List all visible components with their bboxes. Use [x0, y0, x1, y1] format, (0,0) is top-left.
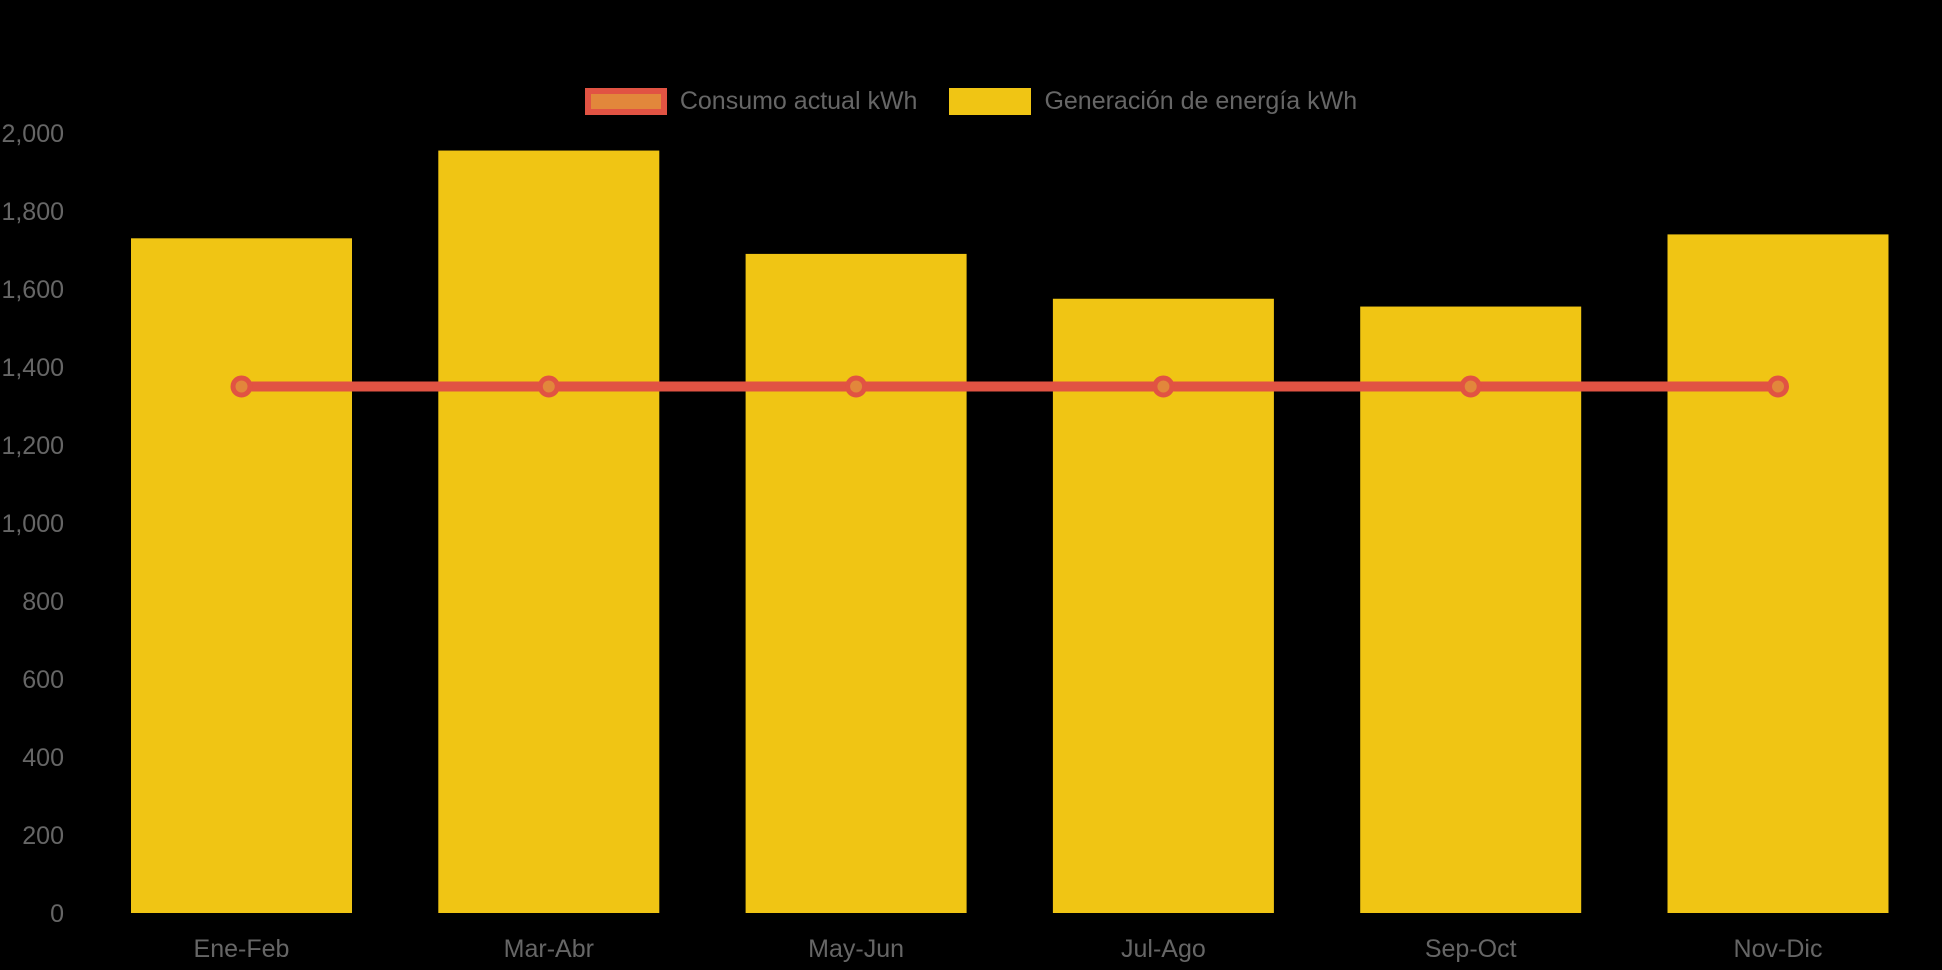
line-marker[interactable] [1152, 375, 1175, 398]
legend-label-generacion: Generación de energía kWh [1044, 87, 1358, 115]
x-axis-tick-label: Mar-Abr [504, 935, 594, 963]
y-axis-tick-label: 1,200 [1, 432, 64, 460]
legend-item-consumo[interactable]: Consumo actual kWh [584, 87, 918, 115]
line-marker[interactable] [1767, 375, 1789, 398]
generation-bar[interactable] [131, 238, 352, 914]
x-axis-tick-label: Ene-Feb [194, 935, 290, 963]
x-axis-tick-label: Nov-Dic [1734, 935, 1823, 963]
generation-bar[interactable] [1667, 234, 1889, 913]
generation-bar[interactable] [1052, 298, 1274, 913]
y-axis-tick-label: 1,800 [1, 198, 64, 226]
line-marker[interactable] [1459, 375, 1482, 398]
legend-item-generacion[interactable]: Generación de energía kWh [949, 88, 1357, 115]
x-axis-tick-label: May-Jun [808, 935, 904, 963]
line-marker[interactable] [845, 375, 868, 398]
generation-bar[interactable] [745, 253, 967, 913]
y-axis-tick-label: 1,000 [1, 510, 64, 538]
generation-bar[interactable] [438, 150, 660, 914]
y-axis-tick-label: 1,600 [1, 276, 64, 304]
line-marker[interactable] [230, 375, 253, 398]
chart-legend: Consumo actual kWh Generación de energía… [0, 88, 1942, 115]
y-axis-tick-label: 800 [22, 588, 64, 616]
generacion-swatch-icon [949, 88, 1032, 115]
y-axis-tick-label: 1,400 [1, 354, 64, 382]
line-marker[interactable] [537, 375, 560, 398]
generation-bar[interactable] [1360, 306, 1582, 913]
y-axis-tick-label: 200 [22, 822, 64, 850]
consumo-swatch-icon [584, 88, 667, 115]
y-axis-tick-label: 0 [50, 900, 64, 928]
y-axis-tick-label: 400 [22, 744, 64, 772]
x-axis-tick-label: Sep-Oct [1425, 935, 1517, 963]
x-axis-tick-label: Jul-Ago [1121, 935, 1206, 963]
y-axis-tick-label: 2,000 [1, 120, 64, 148]
y-axis-tick-label: 600 [22, 666, 64, 694]
legend-label-consumo: Consumo actual kWh [679, 87, 918, 115]
